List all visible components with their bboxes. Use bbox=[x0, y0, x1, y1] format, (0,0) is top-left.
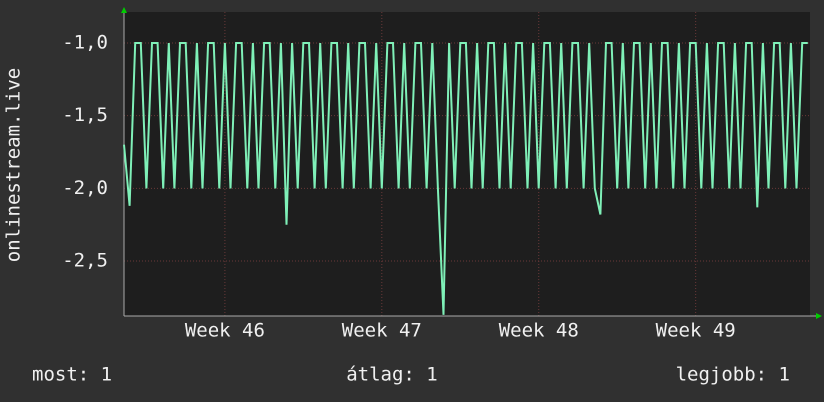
x-tick-label: Week 48 bbox=[499, 320, 579, 342]
legend-current: most: 1 bbox=[32, 364, 112, 386]
x-tick-label: Week 49 bbox=[656, 320, 736, 342]
y-axis-arrow bbox=[121, 7, 127, 13]
y-tick-label: -1,5 bbox=[62, 104, 108, 126]
series-line bbox=[123, 42, 808, 315]
y-tick-label: -2,5 bbox=[62, 250, 108, 272]
y-axis-label: onlinestream.live bbox=[3, 68, 25, 262]
y-tick-label: -2,0 bbox=[62, 177, 108, 199]
x-tick-label: Week 47 bbox=[342, 320, 422, 342]
y-tick-label: -1,0 bbox=[62, 31, 108, 53]
legend-max: legjobb: 1 bbox=[676, 364, 790, 386]
legend-average: átlag: 1 bbox=[346, 364, 438, 386]
x-tick-label: Week 46 bbox=[185, 320, 265, 342]
x-axis-arrow bbox=[816, 313, 822, 319]
